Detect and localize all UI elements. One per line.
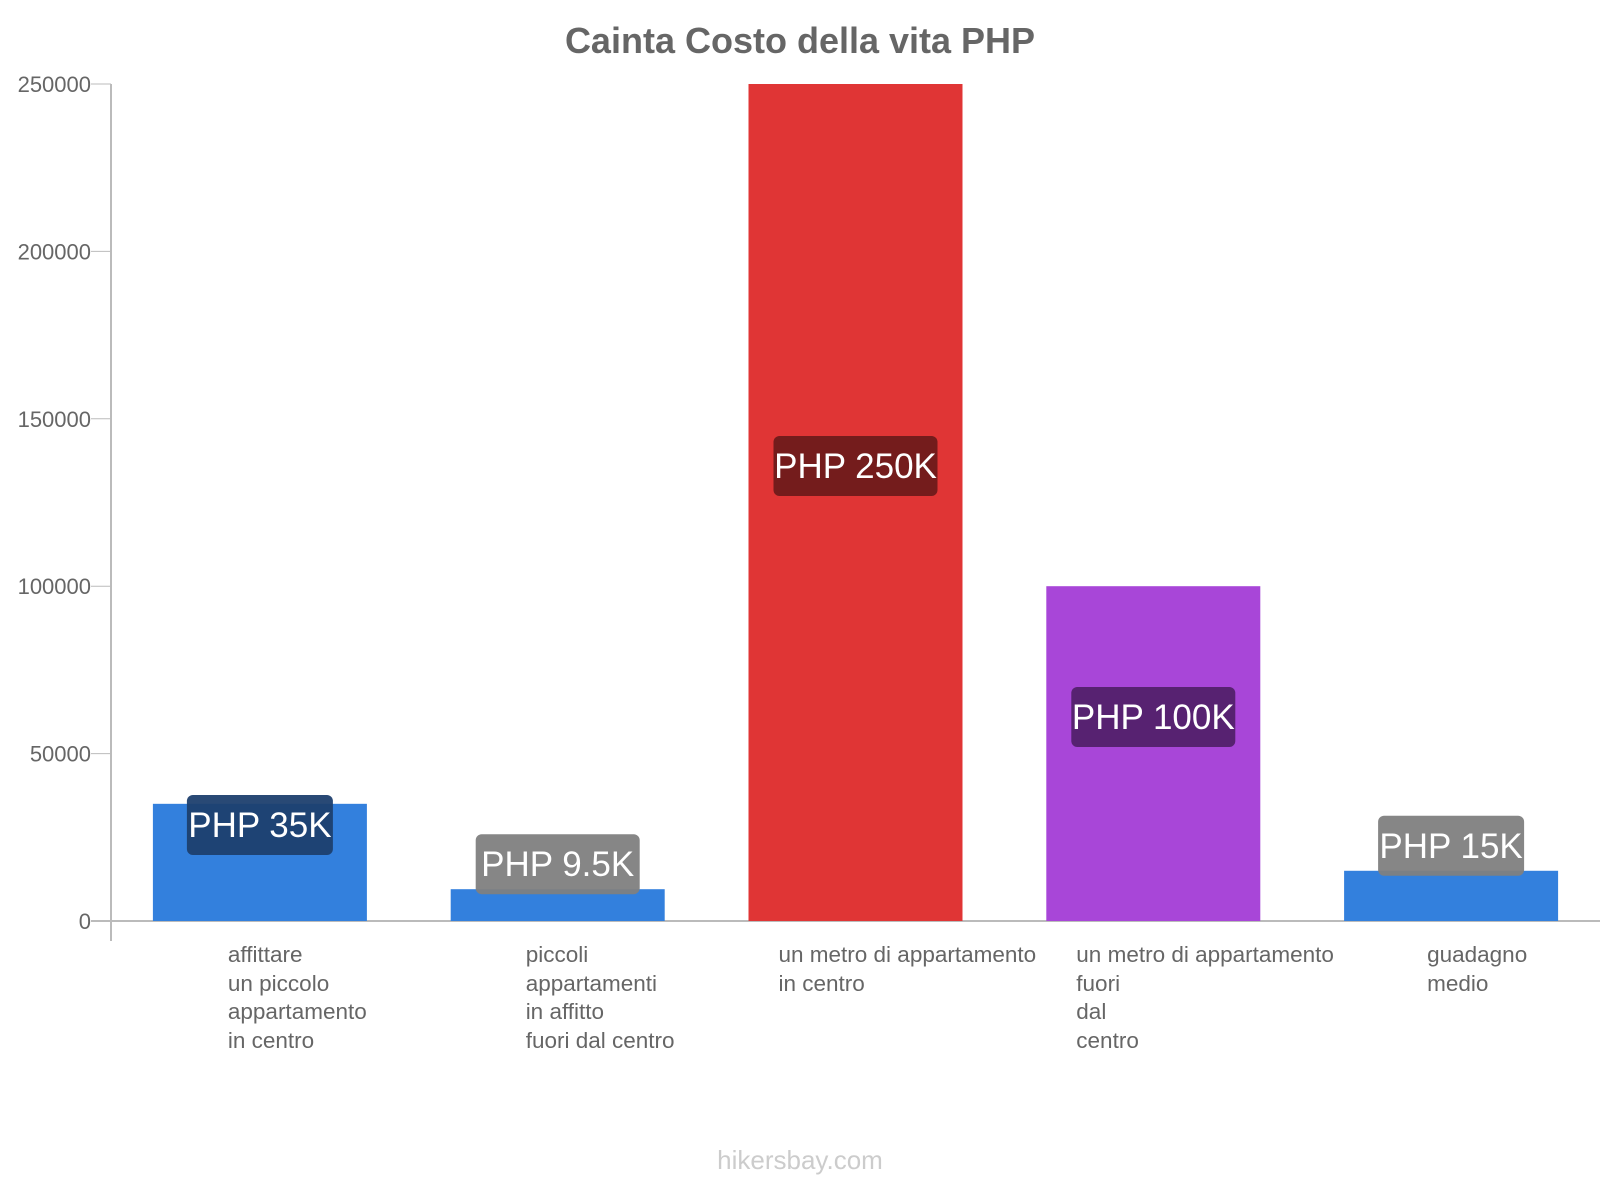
x-category-label: un metro di appartamento fuori dal centr… xyxy=(1076,942,1334,1053)
data-label-background xyxy=(773,436,938,496)
data-label: PHP 9.5K xyxy=(481,845,634,884)
data-label: PHP 15K xyxy=(1379,827,1522,866)
y-tick-label: 200000 xyxy=(18,239,91,264)
bar xyxy=(1046,586,1261,921)
bar xyxy=(1344,870,1559,921)
data-label-background xyxy=(1378,815,1525,876)
data-label-background xyxy=(475,834,640,895)
data-label: PHP 250K xyxy=(774,447,937,486)
x-category-label: guadagno medio xyxy=(1427,942,1528,996)
y-tick-label: 50000 xyxy=(30,742,91,767)
footer-watermark: hikersbay.com xyxy=(717,1145,883,1175)
bar xyxy=(748,84,963,921)
x-category-label: affittare un piccolo appartamento in cen… xyxy=(227,942,367,1053)
y-tick-label: 250000 xyxy=(18,72,91,97)
y-tick-label: 150000 xyxy=(18,407,91,432)
bar xyxy=(450,889,665,921)
data-label: PHP 35K xyxy=(188,806,331,845)
chart-title: Cainta Costo della vita PHP xyxy=(564,20,1036,61)
x-category-label: piccoli appartamenti in affitto fuori da… xyxy=(525,942,675,1053)
x-category-label: un metro di appartamento in centro xyxy=(778,942,1037,996)
data-label-background xyxy=(186,795,333,855)
y-tick-label: 100000 xyxy=(18,574,91,599)
data-label-background xyxy=(1071,687,1236,747)
data-label: PHP 100K xyxy=(1072,698,1235,737)
y-tick-label: 0 xyxy=(79,909,91,934)
